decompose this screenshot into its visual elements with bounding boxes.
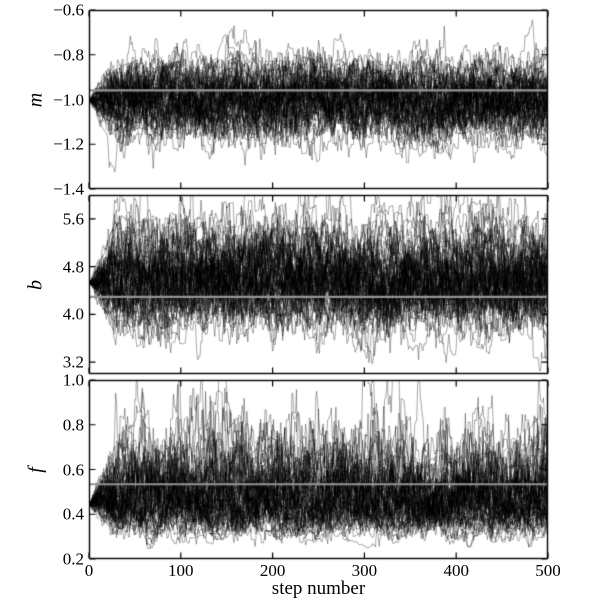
trace-plot-canvas: [0, 0, 603, 600]
mcmc-trace-figure: m b f step number −0.6 −0.8 −1.0 −1.2 −1.4 5.…: [0, 0, 603, 600]
